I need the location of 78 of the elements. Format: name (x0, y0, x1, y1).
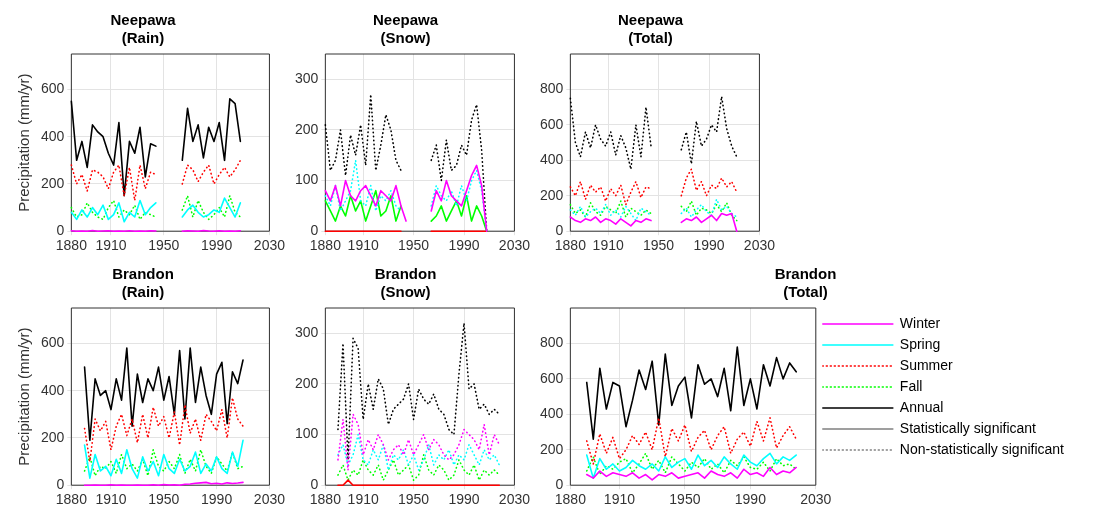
y-tick-label: 400 (540, 405, 564, 422)
x-tick-label: 1950 (398, 491, 430, 508)
x-tick-label: 1990 (693, 237, 725, 254)
y-tick-label: 400 (41, 381, 65, 398)
x-tick-label: 1990 (734, 491, 767, 508)
y-tick-label: 100 (295, 171, 319, 188)
x-tick-label: 1910 (95, 237, 127, 254)
x-tick-label: 1880 (554, 491, 587, 508)
line-series (83, 448, 244, 477)
y-tick-label: 0 (310, 476, 319, 493)
y-axis-title: Precipitation (mm/yr) (15, 327, 33, 466)
legend-label: Non-statistically significant (899, 440, 1065, 457)
line-series (337, 454, 501, 481)
y-tick-label: 400 (540, 151, 564, 168)
y-tick-label: 0 (56, 476, 65, 493)
y-tick-label: 600 (540, 115, 564, 132)
legend-label: Spring (899, 335, 941, 352)
line-series (337, 433, 501, 471)
y-tick-label: 200 (41, 174, 65, 191)
chart-title: Brandon (Snow) (374, 265, 437, 301)
legend-label: Summer (899, 356, 954, 373)
chart-title: Neepawa (Snow) (372, 11, 439, 47)
legend-label: Statistically significant (899, 419, 1037, 436)
y-tick-label: 600 (540, 369, 564, 386)
x-tick-label: 1990 (448, 237, 480, 254)
legend-label: Winter (899, 314, 941, 331)
x-tick-label: 1950 (669, 491, 701, 508)
line-series (585, 417, 797, 465)
legend-label: Fall (899, 377, 923, 394)
x-tick-label: 1880 (55, 237, 88, 254)
x-tick-label: 1990 (201, 491, 233, 508)
x-tick-label: 1950 (148, 491, 180, 508)
x-tick-label: 1950 (148, 237, 180, 254)
x-tick-label: 1880 (554, 237, 587, 254)
y-tick-label: 600 (41, 334, 65, 351)
x-tick-label: 2030 (498, 237, 531, 254)
y-tick-label: 800 (540, 334, 564, 351)
y-axis-title: Precipitation (mm/yr) (15, 73, 33, 212)
chart-title: Neepawa (Total) (617, 11, 684, 47)
y-tick-label: 300 (295, 324, 319, 341)
chart-title: Brandon (Rain) (112, 265, 174, 301)
y-tick-label: 0 (56, 222, 65, 239)
y-tick-label: 0 (555, 476, 564, 493)
x-tick-label: 2030 (253, 491, 286, 508)
x-tick-label: 1990 (448, 491, 480, 508)
y-tick-label: 300 (295, 70, 319, 87)
chart-title: Brandon (Total) (774, 265, 837, 301)
x-tick-label: 2030 (800, 491, 832, 508)
y-tick-label: 400 (41, 127, 65, 144)
x-tick-label: 1910 (603, 491, 636, 508)
x-tick-label: 1880 (309, 491, 342, 508)
y-tick-label: 0 (555, 222, 564, 239)
line-series (337, 322, 501, 461)
legend-label: Annual (899, 398, 944, 415)
x-tick-label: 2030 (498, 491, 531, 508)
x-tick-label: 1990 (201, 237, 233, 254)
x-tick-label: 1950 (398, 237, 430, 254)
x-tick-label: 1910 (592, 237, 624, 254)
y-tick-label: 0 (310, 222, 319, 239)
x-tick-label: 1950 (643, 237, 675, 254)
x-tick-label: 1910 (347, 491, 379, 508)
y-tick-label: 800 (540, 80, 564, 97)
y-tick-label: 100 (295, 425, 319, 442)
y-tick-label: 200 (295, 120, 319, 137)
x-tick-label: 2030 (743, 237, 776, 254)
x-tick-label: 1880 (55, 491, 88, 508)
y-tick-label: 200 (540, 440, 564, 457)
y-tick-label: 600 (41, 80, 65, 97)
x-tick-label: 1910 (347, 237, 379, 254)
line-series (337, 413, 501, 471)
y-tick-label: 200 (295, 374, 319, 391)
line-series (83, 396, 244, 463)
x-tick-label: 2030 (253, 237, 286, 254)
chart-title: Neepawa (Rain) (110, 11, 177, 47)
x-tick-label: 1880 (309, 237, 342, 254)
y-tick-label: 200 (540, 186, 564, 203)
x-tick-label: 1910 (95, 491, 127, 508)
y-tick-label: 200 (41, 428, 65, 445)
